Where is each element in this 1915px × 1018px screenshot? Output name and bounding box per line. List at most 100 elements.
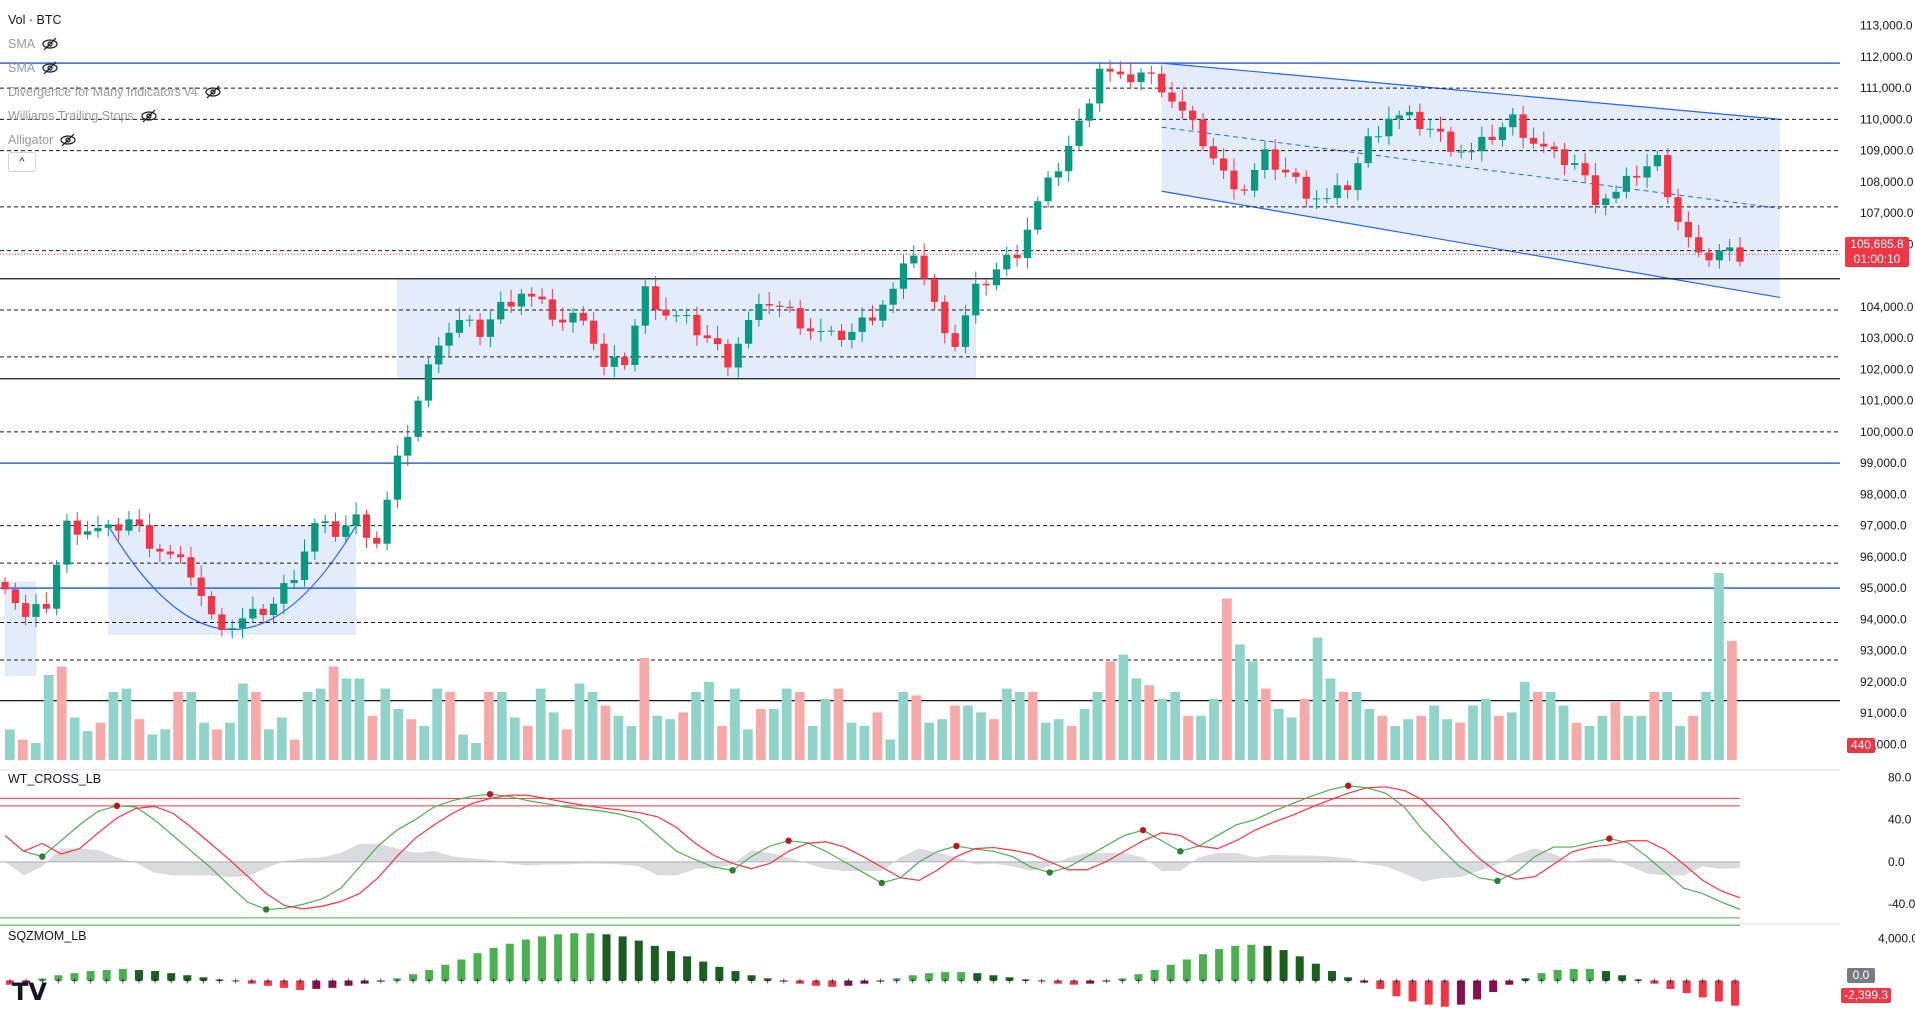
volume-bar [1338,692,1349,760]
zone-range-left [4,581,37,676]
candle-body [1168,92,1176,102]
volume-bar [1131,678,1142,760]
sqz-dot: + [1232,977,1239,986]
candle-body [879,304,887,321]
tradingview-logo[interactable]: TV [12,978,47,1006]
volume-bar [251,692,261,760]
sqz-momentum-bar [360,980,369,984]
sqz-momentum-bar [1166,964,1175,981]
sqz-momentum-bar [392,978,401,981]
sqz-dot: + [87,977,94,986]
volume-bar [69,717,80,760]
candle-body [1643,166,1651,178]
candle-body [1013,255,1021,259]
sqz-dot: + [345,977,352,986]
price-tick-label: 108,000.0 [1860,175,1914,189]
sqz-momentum-bar [1392,980,1401,997]
sqz-momentum-bar [828,980,837,987]
sqz-dot: + [926,977,933,986]
price-tick-label: 93,000.0 [1860,644,1907,658]
sqz-momentum-bar [1537,973,1546,981]
sqz-dot: + [377,977,384,986]
volume-bar [522,726,533,760]
sqz-dot: + [1409,977,1416,986]
candle-body [610,357,618,367]
candle-body [1426,128,1434,130]
eye-off-icon[interactable] [204,85,222,99]
volume-bar [1196,715,1206,760]
candle-body [1715,250,1723,261]
eye-off-icon[interactable] [59,133,77,147]
sqz-dot: + [1248,977,1255,986]
sqz-momentum-bar [892,978,901,981]
eye-off-icon[interactable] [41,61,59,75]
volume-bar [717,726,727,760]
sqz-dot: + [216,977,223,986]
wt1-line [4,785,1741,911]
volume-bar [1222,598,1232,760]
sqz-momentum-bar [1521,978,1530,981]
sqz-momentum-bar [1408,980,1417,1002]
volume-bar [639,658,650,760]
sqz-dot: + [1554,977,1561,986]
volume-bar [134,719,145,760]
sqz-momentum-bar [779,980,788,982]
sqz-dot: + [523,977,530,986]
eye-off-icon[interactable] [140,109,158,123]
candle-body [1292,172,1300,177]
sqz-momentum-bar [1295,956,1304,981]
candle-body [992,269,1001,286]
sqz-momentum-bar [844,980,853,986]
candle-body [724,344,732,368]
legend-item-williams[interactable]: Williams Trailing Stops [8,104,222,128]
sqz-momentum-bar [570,933,579,981]
sqz-dot: + [1667,977,1674,986]
legend-item-divergence[interactable]: Divergence for Many Indicators v4 [8,80,222,104]
candle-body [1343,185,1352,190]
sqz-dot: + [619,977,626,986]
bar-countdown: 01:00:10 [1853,252,1901,266]
candles [1,60,1744,639]
sqz-momentum-bar [1182,959,1191,981]
sqz-dot: + [71,977,78,986]
sqz-dot: + [1570,977,1577,986]
sqz-momentum-bar [425,970,434,981]
sqz-dot: + [942,977,949,986]
sqz-momentum-bar [763,978,772,981]
volume-bar [1014,692,1025,760]
candle-body [73,520,81,535]
sqz-dot: + [1683,977,1690,986]
candle-body [1096,68,1104,104]
sqz-dot: + [877,977,884,986]
sqz-momentum-bar [602,934,611,981]
legend-item-sma-1[interactable]: SMA [8,32,222,56]
sqz-momentum-bar [409,974,418,981]
eye-off-icon[interactable] [41,37,59,51]
price-tick-label: 104,000.0 [1860,300,1914,314]
symbol-label: Vol · BTC [8,13,62,27]
sqz-dot: + [797,977,804,986]
price-tick-label: 101,000.0 [1860,394,1914,408]
sqz-momentum-bar [86,971,95,981]
collapse-legend-button[interactable]: ^ [8,152,36,172]
sqz-momentum-bar [296,980,305,990]
sqz-momentum-bar [22,980,31,983]
sqz-momentum-bar [941,972,950,981]
candle-body [848,331,856,340]
sqz-momentum-bar [924,973,933,981]
candle-body [1540,143,1548,147]
volume-bar [56,666,67,760]
sqz-dot: + [1055,977,1062,986]
sqz-dot: + [1538,977,1545,986]
volume-bar [380,688,391,760]
sqz-dot: + [1361,977,1368,986]
legend-item-sma-2[interactable]: SMA [8,56,222,80]
volume-bar [147,734,158,760]
legend-item-alligator[interactable]: Alligator [8,128,222,152]
last-price-tag: 105,685.8 01:00:10 [1845,237,1909,267]
candle-body [53,564,61,609]
sqz-momentum-bar [344,980,353,986]
sqz-momentum-bar [683,956,692,981]
candle-body [1261,149,1269,170]
